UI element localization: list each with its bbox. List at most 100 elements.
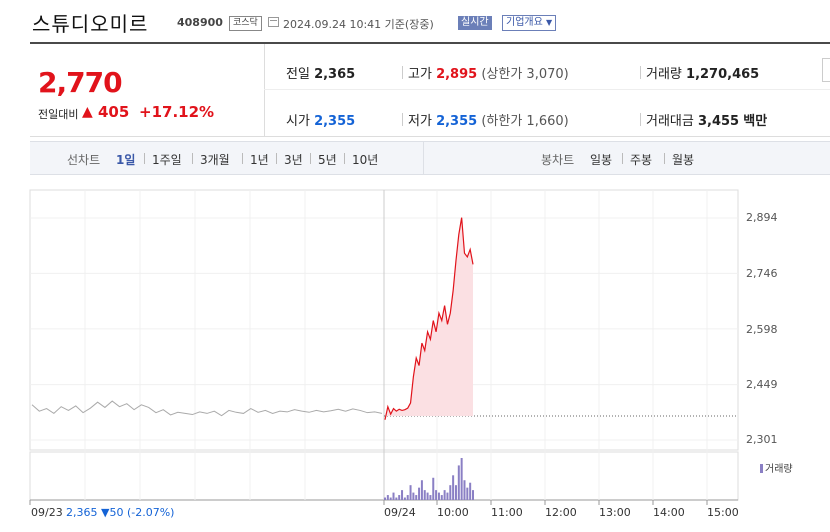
toolbar-separator bbox=[622, 153, 623, 164]
side-panel-edge bbox=[822, 58, 830, 82]
volume-bar bbox=[452, 475, 455, 500]
volume-bar bbox=[386, 495, 389, 500]
y-tick-label: 2,894 bbox=[746, 211, 778, 224]
volume-bar bbox=[460, 458, 463, 500]
toolbar-separator bbox=[144, 153, 145, 164]
volume-bar bbox=[403, 497, 406, 500]
volume-bar bbox=[384, 497, 386, 500]
y-tick-label: 2,598 bbox=[746, 323, 778, 336]
line-chart-label: 선차트 bbox=[67, 153, 101, 167]
period-1w-button[interactable]: 1주일 bbox=[152, 153, 182, 167]
volume-bar bbox=[423, 490, 426, 500]
stock-name: 스튜디오미르 bbox=[32, 12, 149, 36]
period-10y-button[interactable]: 10년 bbox=[352, 153, 379, 167]
volume-legend-swatch bbox=[760, 464, 763, 473]
volume-bar bbox=[426, 492, 429, 500]
stats-row-divider bbox=[264, 89, 830, 90]
toolbar-separator bbox=[344, 153, 345, 164]
volume-bar bbox=[418, 487, 421, 500]
volume-bar bbox=[466, 487, 469, 500]
volume-stat: 거래량 1,270,465 bbox=[646, 67, 760, 82]
volume-bar bbox=[420, 480, 423, 500]
chart-toolbar bbox=[30, 141, 830, 175]
period-1d-button[interactable]: 1일 bbox=[116, 153, 136, 167]
period-1y-button[interactable]: 1년 bbox=[250, 153, 269, 167]
low-stat: 저가 2,355 (하한가 1,660) bbox=[408, 114, 569, 129]
y-tick-label: 2,301 bbox=[746, 433, 778, 446]
stat-divider bbox=[402, 66, 403, 79]
x-label-time: 14:00 bbox=[653, 506, 685, 519]
toolbar-separator bbox=[664, 153, 665, 164]
x-label-time: 15:00 bbox=[707, 506, 739, 519]
toolbar-separator bbox=[310, 153, 311, 164]
volume-bar bbox=[395, 497, 398, 500]
toolbar-separator bbox=[276, 153, 277, 164]
volume-bar bbox=[392, 492, 395, 500]
x-label-time: 12:00 bbox=[545, 506, 577, 519]
volume-bar bbox=[409, 485, 412, 500]
candle-monthly-button[interactable]: 월봉 bbox=[672, 153, 695, 167]
volume-bar bbox=[440, 495, 443, 500]
x-label-time: 11:00 bbox=[491, 506, 523, 519]
realtime-button[interactable]: 실시간 bbox=[458, 16, 492, 30]
volume-bar bbox=[443, 490, 446, 500]
market-badge: 코스닥 bbox=[229, 16, 262, 31]
today-area bbox=[385, 217, 473, 420]
volume-bar bbox=[449, 485, 452, 500]
volume-bar bbox=[446, 492, 449, 500]
volume-bar bbox=[432, 477, 435, 500]
calendar-icon bbox=[268, 17, 279, 27]
prev-day-summary: 2,365 ▼50 (-2.07%) bbox=[66, 506, 175, 519]
change-percent: +17.12% bbox=[139, 103, 215, 121]
current-price: 2,770 bbox=[38, 66, 123, 99]
quote-box-bottom bbox=[30, 136, 830, 137]
stat-divider bbox=[640, 113, 641, 126]
open-stat: 시가 2,355 bbox=[286, 114, 356, 129]
x-label-time: 13:00 bbox=[599, 506, 631, 519]
volume-bar bbox=[457, 465, 460, 500]
toolbar-divider bbox=[423, 141, 424, 175]
chevron-down-icon: ▼ bbox=[546, 18, 553, 27]
candle-weekly-button[interactable]: 주봉 bbox=[630, 153, 653, 167]
quote-date: 2024.09.24 10:41 기준(장중) bbox=[283, 18, 434, 31]
company-info-label: 기업개요 bbox=[506, 17, 543, 28]
price-box bbox=[30, 44, 265, 136]
toolbar-separator bbox=[242, 153, 243, 164]
prev-day-line bbox=[31, 400, 383, 417]
x-label-prev-day: 09/23 bbox=[31, 506, 63, 519]
volume-bar bbox=[389, 497, 392, 500]
volume-bar bbox=[454, 485, 457, 500]
volume-legend: 거래량 bbox=[760, 460, 793, 475]
volume-bar bbox=[412, 492, 415, 500]
period-5y-button[interactable]: 5년 bbox=[318, 153, 337, 167]
volume-bar bbox=[406, 495, 409, 500]
prev-close-stat: 전일 2,365 bbox=[286, 67, 356, 82]
stat-divider bbox=[402, 113, 403, 126]
y-tick-label: 2,746 bbox=[746, 267, 778, 280]
period-3y-button[interactable]: 3년 bbox=[284, 153, 303, 167]
x-label-today: 09/24 bbox=[384, 506, 416, 519]
high-stat: 고가 2,895 (상한가 3,070) bbox=[408, 67, 569, 82]
volume-bar bbox=[429, 495, 432, 500]
stock-code: 408900 bbox=[177, 16, 223, 29]
period-3m-button[interactable]: 3개월 bbox=[200, 153, 230, 167]
volume-bar bbox=[435, 490, 438, 500]
toolbar-separator bbox=[192, 153, 193, 164]
volume-bar bbox=[401, 490, 404, 500]
volume-bar bbox=[437, 492, 440, 500]
change-value: 405 bbox=[98, 103, 130, 121]
up-arrow-icon: ▲ bbox=[82, 104, 93, 120]
stat-divider bbox=[640, 66, 641, 79]
candle-chart-label: 봉차트 bbox=[541, 153, 575, 167]
today-line bbox=[384, 217, 474, 420]
volume-bar bbox=[398, 495, 401, 500]
volume-bar bbox=[472, 490, 474, 500]
volume-bar bbox=[469, 482, 472, 500]
company-info-dropdown[interactable]: 기업개요 ▼ bbox=[502, 15, 557, 31]
candle-daily-button[interactable]: 일봉 bbox=[590, 153, 613, 167]
amount-stat: 거래대금 3,455 백만 bbox=[646, 114, 768, 129]
y-tick-label: 2,449 bbox=[746, 378, 778, 391]
header-divider bbox=[30, 42, 830, 44]
x-label-time: 10:00 bbox=[437, 506, 469, 519]
